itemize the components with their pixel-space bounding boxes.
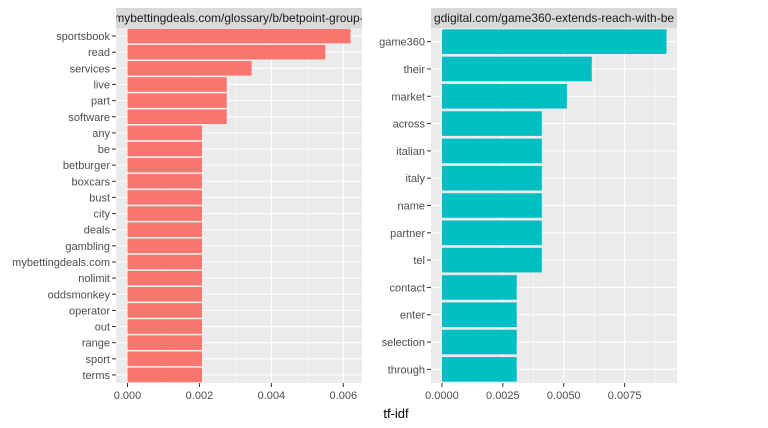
bar-terms [127,367,202,383]
y-tick-label: enter [400,310,425,322]
bar-city [127,206,202,221]
y-tick-label: italy [405,173,425,185]
x-tick-label: 0.0075 [608,390,642,402]
bar-read [127,44,326,60]
y-tick-label: partner [390,228,425,240]
bar-selection [441,329,517,355]
y-tick-label: operator [69,305,110,317]
x-tick-label: 0.000 [114,390,142,402]
bar-their [441,56,592,82]
bar-deals [127,222,202,237]
bar-contact [441,275,517,300]
y-tick-label: bust [89,192,110,204]
bar-out [127,319,202,334]
y-tick-label: across [393,119,426,131]
y-tick-label: tel [413,255,425,267]
y-tick-label: read [88,47,110,59]
x-tick-label: 0.0025 [486,390,520,402]
bar-italian [441,138,542,164]
bar-any [127,125,202,141]
y-tick-label: range [82,338,110,350]
panel-right: gdigital.com/game360-extends-reach-with-… [379,8,677,402]
x-tick-label: 0.0050 [547,390,581,402]
panel-left: mybettingdeals.com/glossary/b/betpoint-g… [12,8,363,402]
y-tick-label: software [68,112,110,124]
x-axis-title: tf-idf [383,406,409,421]
bar-oddsmonkey [127,286,202,302]
y-tick-label: italian [396,146,425,158]
y-tick-label: name [397,201,425,213]
bar-nolimit [127,270,202,286]
bar-bust [127,190,202,205]
y-tick-label: selection [382,337,425,349]
bar-operator [127,303,202,318]
y-tick-label: market [391,91,425,103]
x-tick-label: 0.002 [186,390,214,402]
bar-italy [441,165,542,191]
bar-live [127,77,227,92]
y-tick-label: live [93,79,110,91]
bar-gambling [127,238,202,254]
y-tick-label: boxcars [71,176,110,188]
bar-part [127,93,227,108]
y-tick-label: their [404,64,426,76]
x-tick-label: 0.006 [330,390,358,402]
bar-enter [441,302,517,328]
bar-be [127,141,202,157]
bar-mybettingdeals.com [127,254,202,270]
y-tick-label: nolimit [78,273,110,285]
bar-across [441,111,542,136]
y-tick-label: sport [86,354,110,366]
bar-market [441,83,567,109]
y-tick-label: through [388,364,425,376]
y-tick-label: contact [390,282,425,294]
x-tick-label: 0.0000 [425,390,459,402]
bar-through [441,357,517,382]
bar-name [441,193,542,218]
bar-sport [127,351,202,367]
y-tick-label: city [94,209,111,221]
facet-title: mybettingdeals.com/glossary/b/betpoint-g… [114,11,363,25]
facet-strip [116,8,362,28]
facet-title: gdigital.com/game360-extends-reach-with-… [434,11,674,25]
bar-partner [441,220,542,246]
bar-tel [441,247,542,273]
y-tick-label: services [70,63,111,75]
y-tick-label: be [98,144,110,156]
bar-sportsbook [127,28,351,44]
y-tick-label: gambling [65,241,110,253]
bar-betburger [127,157,202,173]
y-tick-label: oddsmonkey [48,289,111,301]
y-tick-label: part [91,96,110,108]
x-tick-label: 0.004 [258,390,286,402]
y-tick-label: mybettingdeals.com [12,257,110,269]
bar-range [127,335,202,350]
bar-game360 [441,29,667,54]
bar-software [127,109,227,125]
y-tick-label: terms [83,370,111,382]
bar-services [127,61,252,76]
y-tick-label: out [95,322,110,334]
bar-boxcars [127,174,202,189]
y-tick-label: betburger [63,160,110,172]
y-tick-label: game360 [379,37,425,49]
y-tick-label: any [92,128,110,140]
y-tick-label: deals [84,225,111,237]
y-tick-label: sportsbook [56,31,110,43]
facet-strip [431,8,677,28]
